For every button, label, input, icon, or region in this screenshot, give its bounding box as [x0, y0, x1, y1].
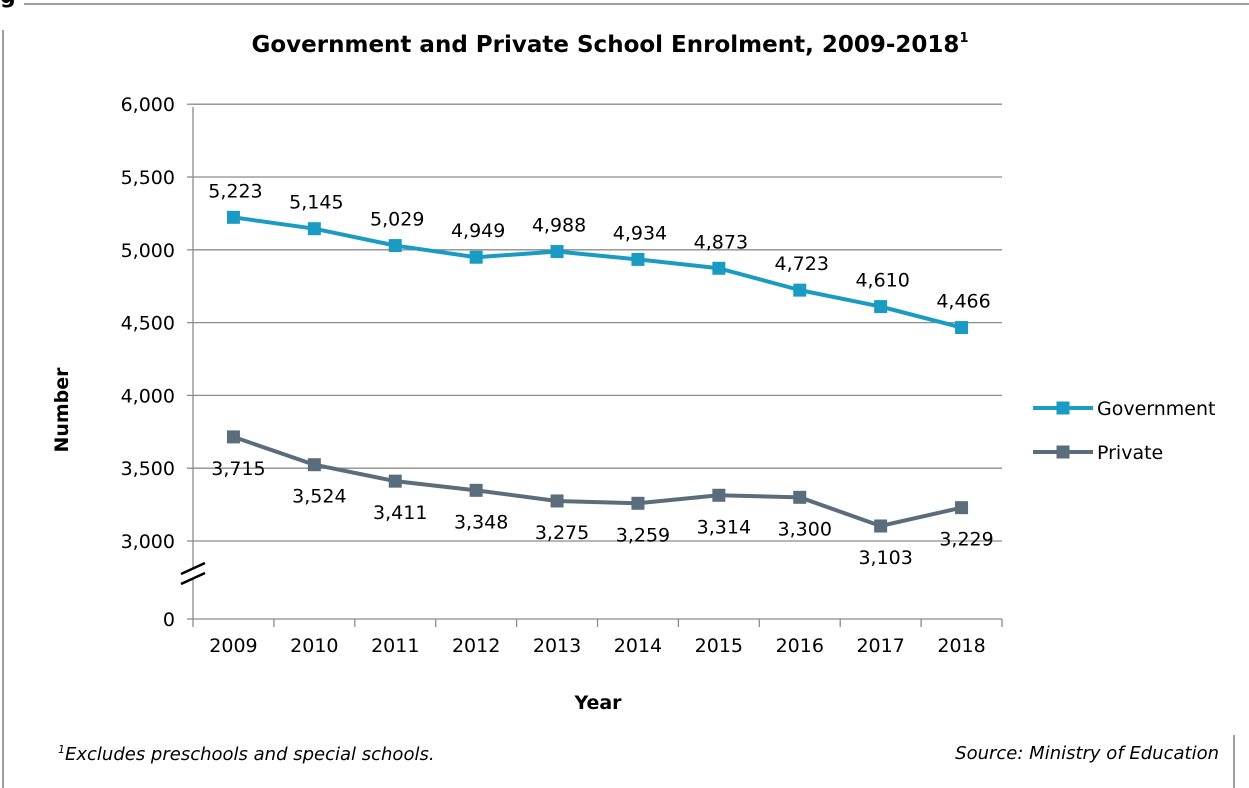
- chart-title: Government and Private School Enrolment,…: [252, 31, 969, 58]
- axis-break-mark-1: [180, 561, 206, 576]
- x-tick-label: 2013: [533, 635, 581, 657]
- government-data-label: 4,873: [694, 231, 748, 253]
- private-data-point: [388, 474, 402, 488]
- chart-title-text: Government and Private School Enrolment,…: [252, 32, 960, 58]
- private-data-point: [955, 501, 969, 515]
- x-tick-label: 2012: [452, 635, 500, 657]
- private-data-label: 3,348: [454, 511, 508, 533]
- government-data-label: 4,949: [451, 220, 505, 242]
- government-data-point: [955, 321, 969, 335]
- x-axis-title: Year: [573, 692, 622, 714]
- government-data-label: 4,610: [855, 270, 909, 292]
- x-axis: 2009 2010 2011 2012 2013 2014 2015 2016 2017 2018: [192, 618, 1003, 657]
- source-note: Source: Ministry of Education: [955, 743, 1219, 764]
- government-data-label: 4,988: [532, 215, 586, 237]
- axis-break-gap: [183, 570, 203, 579]
- legend: Government Private: [1033, 398, 1216, 464]
- series-group: 5,223 5,145 5,029 4,949 4,988 4,934 4,873 4,723…: [208, 180, 994, 569]
- government-data-label: 4,466: [936, 291, 990, 313]
- x-tick-label: 2014: [614, 635, 662, 657]
- private-series-line: [232, 435, 962, 529]
- x-tick-label: 2018: [937, 635, 985, 657]
- government-data-point: [307, 222, 321, 236]
- x-tick-label: 2010: [290, 635, 338, 657]
- legend-private-marker: [1056, 445, 1070, 459]
- government-series-line: [233, 215, 963, 330]
- government-data-point: [631, 252, 645, 266]
- y-tick-label: 3,500: [121, 458, 175, 480]
- x-tick-label: 2011: [371, 635, 419, 657]
- y-tick-label: 3,000: [121, 531, 175, 553]
- footnote-text: Excludes preschools and special schools.: [65, 744, 435, 765]
- private-data-label: 3,275: [535, 522, 589, 544]
- private-data-label: 3,103: [858, 547, 912, 569]
- footnote-marker: 1: [58, 743, 65, 756]
- government-data-point: [874, 300, 888, 314]
- y-tick-label: 5,500: [121, 167, 175, 189]
- legend-government-label: Government: [1097, 398, 1216, 420]
- x-tick-label: 2017: [856, 635, 904, 657]
- axis-break-mark-2: [180, 571, 206, 586]
- private-data-point: [469, 483, 483, 497]
- government-data-point: [793, 283, 807, 297]
- private-data-point: [307, 458, 321, 472]
- government-data-point: [388, 239, 402, 253]
- legend-private-label: Private: [1097, 442, 1163, 464]
- private-data-label: 3,411: [373, 502, 427, 524]
- government-data-point: [712, 261, 726, 275]
- government-data-label: 5,145: [289, 192, 343, 214]
- y-axis-ticks: 0 3,000 3,500 4,000 4,500 5,000 5,500 6,000: [121, 94, 206, 631]
- x-tick-label: 2009: [209, 635, 257, 657]
- private-data-label: 3,259: [616, 524, 670, 546]
- y-tick-label: 0: [163, 609, 175, 631]
- private-data-point: [874, 519, 888, 533]
- private-data-point: [793, 490, 807, 504]
- government-data-label: 4,723: [775, 253, 829, 275]
- y-tick-label: 4,500: [121, 313, 175, 335]
- government-data-label: 5,223: [208, 180, 262, 202]
- y-tick-label: 5,000: [121, 240, 175, 262]
- private-data-label: 3,715: [211, 458, 265, 480]
- gridlines: [193, 103, 1002, 542]
- figure-label: g: [0, 0, 16, 9]
- private-data-label: 3,229: [939, 529, 993, 551]
- private-data-point: [550, 494, 564, 508]
- government-data-point: [550, 245, 564, 259]
- y-axis-title: Number: [51, 367, 73, 453]
- government-data-point: [469, 250, 483, 264]
- legend-government-marker: [1056, 401, 1070, 415]
- private-data-point: [712, 488, 726, 502]
- private-data-point: [631, 496, 645, 510]
- footnote: 1Excludes preschools and special schools…: [58, 743, 435, 765]
- chart-title-superscript: 1: [959, 31, 968, 46]
- private-data-label: 3,524: [292, 486, 346, 508]
- private-data-label: 3,314: [697, 516, 751, 538]
- government-data-label: 4,934: [613, 222, 667, 244]
- y-tick-label: 4,000: [121, 385, 175, 407]
- private-data-label: 3,300: [778, 518, 832, 540]
- y-tick-label: 6,000: [121, 94, 175, 116]
- government-data-point: [226, 210, 240, 224]
- private-data-point: [226, 430, 240, 444]
- x-tick-label: 2016: [776, 635, 824, 657]
- government-data-label: 5,029: [370, 209, 424, 231]
- x-tick-label: 2015: [695, 635, 743, 657]
